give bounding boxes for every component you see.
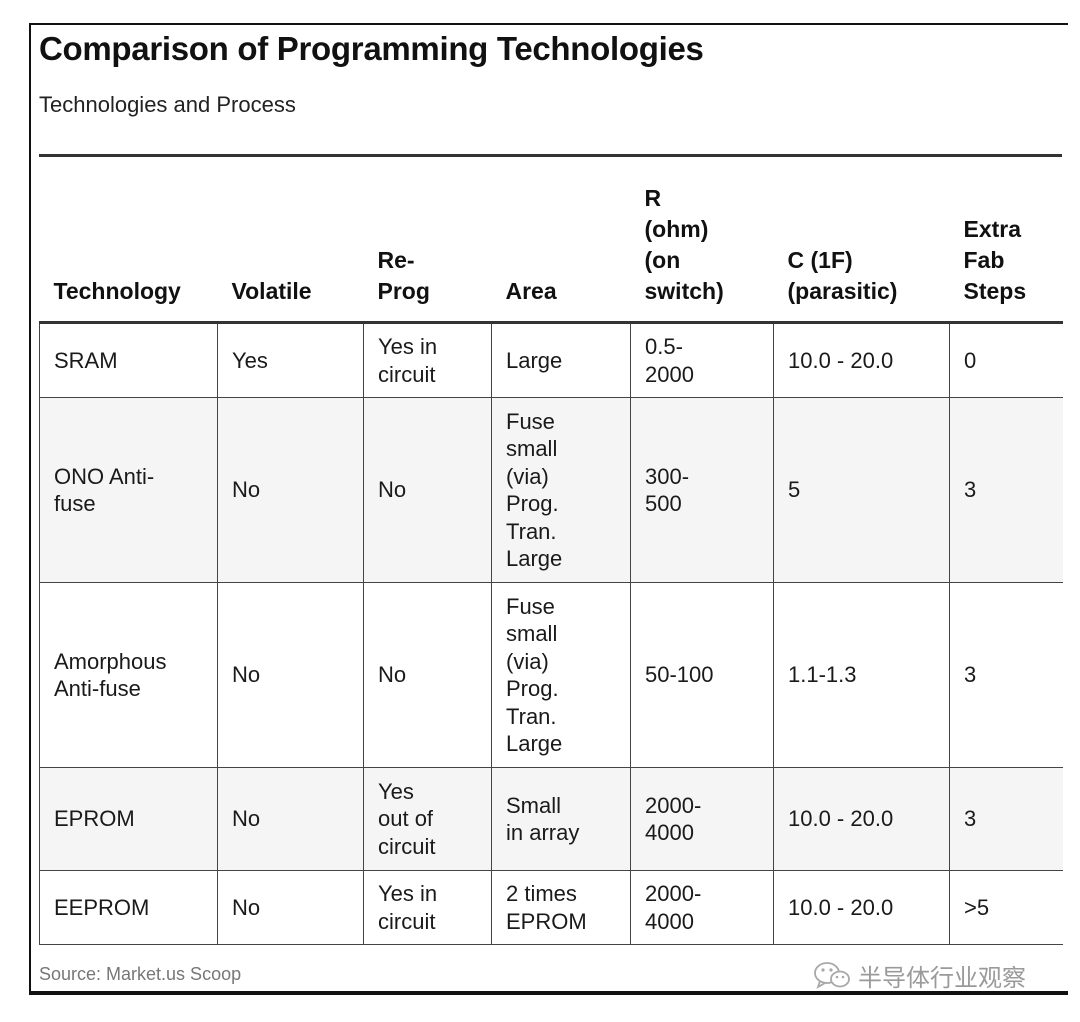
- table-row: ONO Anti- fuse No No Fuse small (via) Pr…: [39, 397, 1063, 583]
- table-cell: 1.1-1.3: [773, 582, 950, 768]
- table-cell: No: [363, 397, 492, 583]
- table-cell: Small in array: [491, 767, 631, 871]
- column-header-technology: Technology: [39, 157, 218, 324]
- table-cell: Yes: [217, 322, 364, 398]
- table-cell: SRAM: [39, 322, 218, 398]
- table-row: EPROM No Yes out of circuit Small in arr…: [39, 767, 1063, 871]
- source-note: Source: Market.us Scoop: [39, 964, 242, 984]
- table-cell: 0: [949, 322, 1063, 398]
- table-cell: EPROM: [39, 767, 218, 871]
- table-cell: 10.0 - 20.0: [773, 322, 950, 398]
- column-header-reprog: Re- Prog: [363, 157, 492, 324]
- watermark-text: 半导体行业观察: [858, 963, 1026, 992]
- table-cell: No: [217, 870, 364, 945]
- table-cell: No: [217, 582, 364, 768]
- column-header-capacitance: C (1F) (parasitic): [773, 157, 950, 324]
- table-cell: 50-100: [630, 582, 774, 768]
- watermark: 半导体行业观察: [812, 958, 1026, 992]
- header-rule: [39, 154, 1062, 157]
- table-cell: 3: [949, 397, 1063, 583]
- wechat-icon: [812, 960, 852, 990]
- table-cell: 10.0 - 20.0: [773, 767, 950, 871]
- column-header-area: Area: [491, 157, 631, 324]
- column-header-resistance: R (ohm) (on switch): [630, 157, 774, 324]
- table-cell: Amorphous Anti-fuse: [39, 582, 218, 768]
- table-cell: Yes in circuit: [363, 870, 492, 945]
- table-cell: Yes in circuit: [363, 322, 492, 398]
- table-cell: Fuse small (via) Prog. Tran. Large: [491, 397, 631, 583]
- table-cell: Fuse small (via) Prog. Tran. Large: [491, 582, 631, 768]
- table-cell: Large: [491, 322, 631, 398]
- table-cell: >5: [949, 870, 1063, 945]
- table-cell: ONO Anti- fuse: [39, 397, 218, 583]
- table-cell: 3: [949, 582, 1063, 768]
- page-subtitle: Technologies and Process: [39, 92, 296, 117]
- table-row: Amorphous Anti-fuse No No Fuse small (vi…: [39, 582, 1063, 768]
- table-cell: 2 times EPROM: [491, 870, 631, 945]
- table-header-row: Technology Volatile Re- Prog Area R (ohm…: [39, 157, 1063, 324]
- table-cell: 0.5- 2000: [630, 322, 774, 398]
- table-row: SRAM Yes Yes in circuit Large 0.5- 2000 …: [39, 322, 1063, 398]
- table-cell: 5: [773, 397, 950, 583]
- column-header-volatile: Volatile: [217, 157, 364, 324]
- table-cell: 2000- 4000: [630, 870, 774, 945]
- table-cell: 300- 500: [630, 397, 774, 583]
- table-cell: No: [363, 582, 492, 768]
- table-cell: 3: [949, 767, 1063, 871]
- figure-frame: [29, 23, 1068, 993]
- page-title: Comparison of Programming Technologies: [39, 30, 704, 67]
- table-row: EEPROM No Yes in circuit 2 times EPROM 2…: [39, 870, 1063, 945]
- frame-bottom-border: [29, 993, 1068, 995]
- table-cell: Yes out of circuit: [363, 767, 492, 871]
- table-cell: No: [217, 767, 364, 871]
- column-header-extra-fab-steps: Extra Fab Steps: [949, 157, 1063, 324]
- comparison-table: Technology Volatile Re- Prog Area R (ohm…: [39, 157, 1063, 945]
- table-cell: 2000- 4000: [630, 767, 774, 871]
- table-cell: No: [217, 397, 364, 583]
- table-cell: EEPROM: [39, 870, 218, 945]
- table-cell: 10.0 - 20.0: [773, 870, 950, 945]
